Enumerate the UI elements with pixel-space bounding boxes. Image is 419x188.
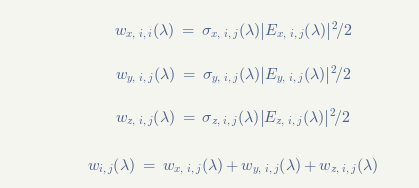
Text: $\mathit{w}_{x,\,i,i}(\lambda) \ = \ \sigma_{x,\,i,j}(\lambda)\left|\mathit{E}_{: $\mathit{w}_{x,\,i,i}(\lambda) \ = \ \si…: [114, 19, 352, 42]
Text: $\mathit{w}_{z,\,i,j}(\lambda) \ = \ \sigma_{z,\,i,j}(\lambda)\left|\mathit{E}_{: $\mathit{w}_{z,\,i,j}(\lambda) \ = \ \si…: [115, 106, 351, 130]
Text: $\mathit{w}_{y,\,i,j}(\lambda) \ = \ \sigma_{y,\,i,j}(\lambda)\left|\mathit{E}_{: $\mathit{w}_{y,\,i,j}(\lambda) \ = \ \si…: [114, 63, 351, 87]
Text: $\mathit{w}_{i,j}(\lambda) \ = \ \mathit{w}_{x,\,i,j}(\lambda) + \mathit{w}_{y,\: $\mathit{w}_{i,j}(\lambda) \ = \ \mathit…: [87, 157, 379, 177]
